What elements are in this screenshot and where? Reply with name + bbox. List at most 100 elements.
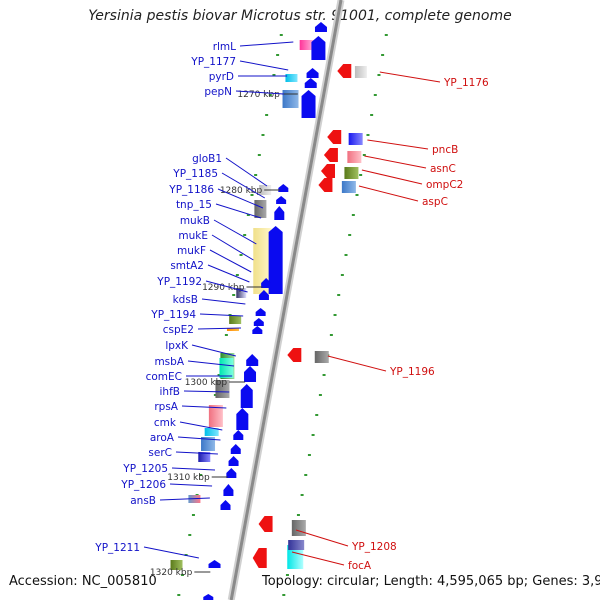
forward-gene-arrow xyxy=(301,90,316,118)
gene-feature-block xyxy=(347,151,362,163)
forward-gene-arrow xyxy=(276,196,287,204)
gene-feature-block xyxy=(208,405,223,427)
kbp-tick-label: 1300 kbp xyxy=(185,378,228,388)
gene-label-cmk: cmk xyxy=(154,417,177,429)
right-track-dot xyxy=(381,54,385,56)
gene-leader-yp-1185 xyxy=(221,172,266,199)
gene-feature-block xyxy=(282,90,299,108)
gene-feature-block xyxy=(348,133,363,145)
gene-label-yp-1194: YP_1194 xyxy=(150,309,196,321)
gene-leader-ihfb xyxy=(183,390,230,393)
gene-leader-glob1 xyxy=(225,157,268,187)
gene-leader-msba xyxy=(187,360,235,367)
gene-leader-pepn xyxy=(235,90,284,95)
reverse-gene-arrow xyxy=(323,148,338,162)
gene-feature-block xyxy=(341,181,356,193)
reverse-gene-arrow xyxy=(287,348,302,362)
gene-label-cspe2: cspE2 xyxy=(163,324,194,336)
gene-leader-rlml xyxy=(239,41,294,47)
gene-features xyxy=(170,40,367,570)
gene-label-yp-1192: YP_1192 xyxy=(156,276,202,288)
left-track-dot xyxy=(265,114,269,116)
backbone-line xyxy=(229,0,343,600)
genome-backbone xyxy=(227,0,345,600)
forward-gene-arrow xyxy=(255,308,266,316)
gene-feature-block xyxy=(204,428,219,436)
left-track-dot xyxy=(188,534,192,536)
gene-leader-smta2 xyxy=(207,264,250,283)
gene-label-kdsb: kdsB xyxy=(173,294,198,306)
left-track-dot xyxy=(224,334,228,336)
left-track-dot xyxy=(261,134,265,136)
reverse-gene-arrow xyxy=(337,64,352,78)
kbp-tick-label: 1270 kbp xyxy=(237,90,280,100)
gene-label-yp-1208: YP_1208 xyxy=(351,541,397,553)
right-track-dot xyxy=(344,254,348,256)
forward-gene-arrow xyxy=(278,184,289,192)
gene-leader-kdsb xyxy=(201,298,246,305)
gene-leader-ompc2 xyxy=(361,169,423,185)
right-track-dot xyxy=(329,334,333,336)
forward-gene-arrow xyxy=(203,594,214,600)
gene-label-ompc2: ompC2 xyxy=(426,179,463,191)
forward-gene-arrow xyxy=(220,500,231,510)
gene-feature-block xyxy=(236,288,247,298)
gene-leader-yp-1206 xyxy=(169,483,213,487)
forward-gene-arrow xyxy=(230,444,241,454)
forward-gene-arrow xyxy=(304,78,317,88)
gene-label-asnc: asnC xyxy=(430,163,456,175)
right-track-dot xyxy=(348,234,352,236)
left-track-dot xyxy=(177,594,181,596)
forward-gene-arrow xyxy=(258,290,269,300)
gene-feature-block xyxy=(170,560,183,570)
forward-gene-arrow xyxy=(252,326,263,334)
gene-arrows xyxy=(203,22,352,600)
gene-feature-block xyxy=(201,437,216,451)
gene-leader-mukf xyxy=(209,249,252,273)
forward-gene-arrow xyxy=(223,484,234,496)
gene-leader-asnc xyxy=(364,155,427,169)
gene-feature-block xyxy=(354,66,367,78)
gene-leader-aroa xyxy=(177,436,221,441)
gene-label-smta2: smtA2 xyxy=(170,260,204,272)
left-track-dot xyxy=(217,374,221,376)
right-track-dot xyxy=(296,514,300,516)
gene-label-lpxk: lpxK xyxy=(165,340,189,352)
forward-gene-arrow xyxy=(314,22,327,32)
gene-feature-block xyxy=(198,452,211,462)
reverse-gene-arrow xyxy=(258,516,273,532)
gene-feature-block xyxy=(226,328,239,331)
right-track-dot xyxy=(377,74,381,76)
gene-feature-block xyxy=(219,358,234,378)
gene-label-ansb: ansB xyxy=(130,495,156,507)
right-track-dot xyxy=(300,494,304,496)
right-track-dot xyxy=(370,114,374,116)
gene-leader-yp-1176 xyxy=(379,71,441,83)
gene-label-yp-1186: YP_1186 xyxy=(168,184,214,196)
right-track-dot xyxy=(282,594,286,596)
forward-gene-arrow xyxy=(240,384,253,408)
right-track-dot xyxy=(359,174,363,176)
right-track-dot xyxy=(384,34,388,36)
gene-leader-pncb xyxy=(367,139,429,150)
right-track-dot xyxy=(337,294,341,296)
gene-label-rlml: rlmL xyxy=(213,41,236,53)
gene-label-comec: comEC xyxy=(146,371,182,383)
gene-feature-block xyxy=(285,74,298,82)
left-track-dot xyxy=(279,34,283,36)
forward-gene-arrow xyxy=(226,468,237,478)
left-track-dot xyxy=(180,574,184,576)
forward-gene-arrow xyxy=(244,366,257,382)
gene-leader-mukb xyxy=(213,219,257,245)
right-track-dot xyxy=(311,434,315,436)
gene-leader-yp-1177 xyxy=(239,60,289,71)
gene-leader-rpsa xyxy=(181,405,227,409)
right-track-dot xyxy=(366,134,370,136)
left-track-dot xyxy=(235,274,239,276)
forward-gene-arrow xyxy=(261,278,272,288)
gene-label-mukb: mukB xyxy=(180,215,210,227)
left-track-dot xyxy=(254,174,258,176)
gene-feature-block xyxy=(291,520,306,536)
right-track-dot xyxy=(322,374,326,376)
